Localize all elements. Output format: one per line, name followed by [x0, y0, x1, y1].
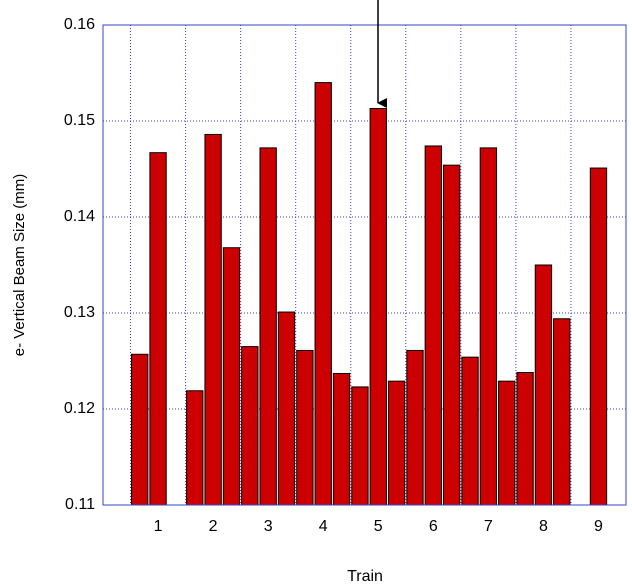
plot-frame	[102, 24, 627, 506]
bar	[314, 82, 332, 506]
x-tick-label: 8	[539, 518, 548, 535]
y-tick-label: 0.15	[64, 112, 95, 129]
bar	[442, 164, 461, 506]
x-tick-label: 9	[594, 518, 603, 535]
bar	[553, 318, 571, 506]
bar	[259, 147, 277, 506]
bar	[369, 108, 387, 506]
y-axis-label: e- Vertical Beam Size (mm)	[11, 174, 28, 357]
bar	[222, 247, 241, 506]
y-tick-label: 0.13	[64, 304, 95, 321]
x-tick-label: 6	[429, 518, 438, 535]
y-tick-label: 0.11	[65, 496, 95, 513]
bar	[277, 311, 296, 506]
x-tick-label: 5	[374, 518, 383, 535]
bar	[589, 167, 608, 506]
y-tick-label: 0.16	[64, 16, 95, 33]
bar	[461, 356, 479, 506]
x-axis-label: Train	[347, 568, 383, 585]
bar	[498, 380, 516, 506]
x-tick-label: 3	[264, 518, 273, 535]
bar	[186, 390, 204, 506]
bar	[296, 349, 314, 506]
x-tick-label: 7	[484, 518, 493, 535]
bar	[204, 133, 222, 506]
bar	[424, 145, 442, 506]
x-tick-label: 4	[319, 518, 328, 535]
y-tick-label: 0.14	[64, 208, 95, 225]
bar	[479, 147, 498, 506]
bar	[516, 372, 534, 506]
y-tick-label: 0.12	[64, 400, 95, 417]
bar	[387, 380, 406, 506]
bar	[351, 386, 369, 506]
bar	[406, 349, 424, 506]
bar	[332, 372, 351, 506]
bar	[241, 346, 259, 506]
bar	[131, 353, 149, 506]
bar	[149, 152, 167, 506]
bar	[534, 264, 553, 506]
x-tick-label: 2	[209, 518, 218, 535]
x-tick-label: 1	[154, 518, 163, 535]
